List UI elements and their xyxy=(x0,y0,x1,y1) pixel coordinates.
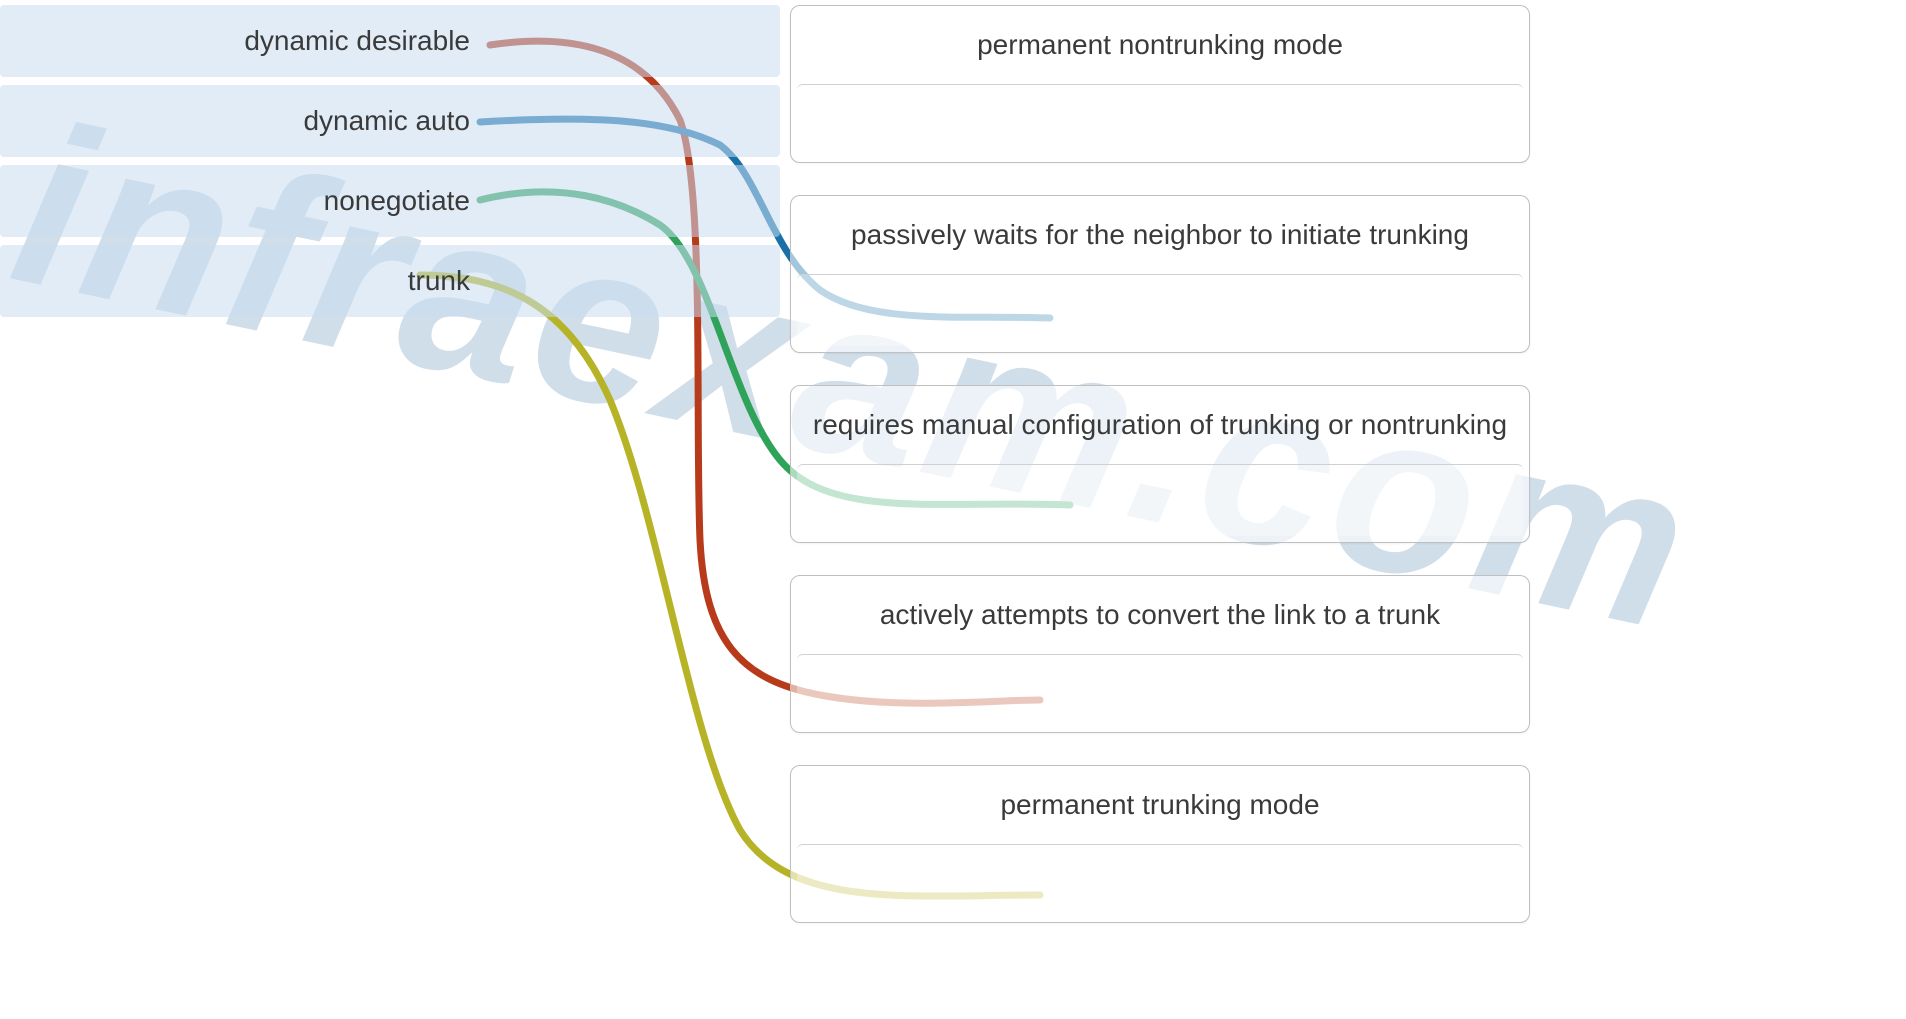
source-item-dynamic-desirable[interactable]: dynamic desirable xyxy=(0,5,780,77)
source-label: nonegotiate xyxy=(324,185,470,217)
target-label: requires manual configuration of trunkin… xyxy=(791,386,1529,464)
source-item-nonegotiate[interactable]: nonegotiate xyxy=(0,165,780,237)
drop-zone[interactable] xyxy=(797,84,1523,156)
target-label: permanent nontrunking mode xyxy=(791,6,1529,84)
target-item-active: actively attempts to convert the link to… xyxy=(790,575,1530,733)
source-item-dynamic-auto[interactable]: dynamic auto xyxy=(0,85,780,157)
drop-zone[interactable] xyxy=(797,464,1523,536)
source-item-trunk[interactable]: trunk xyxy=(0,245,780,317)
target-label: permanent trunking mode xyxy=(791,766,1529,844)
target-label: passively waits for the neighbor to init… xyxy=(791,196,1529,274)
target-item-manual: requires manual configuration of trunkin… xyxy=(790,385,1530,543)
source-label: trunk xyxy=(408,265,470,297)
source-label: dynamic auto xyxy=(303,105,470,137)
drop-zone[interactable] xyxy=(797,274,1523,346)
drop-zone[interactable] xyxy=(797,844,1523,916)
target-item-passive: passively waits for the neighbor to init… xyxy=(790,195,1530,353)
target-label: actively attempts to convert the link to… xyxy=(791,576,1529,654)
target-item-nontrunking: permanent nontrunking mode xyxy=(790,5,1530,163)
drop-zone[interactable] xyxy=(797,654,1523,726)
source-label: dynamic desirable xyxy=(244,25,470,57)
target-item-trunking: permanent trunking mode xyxy=(790,765,1530,923)
